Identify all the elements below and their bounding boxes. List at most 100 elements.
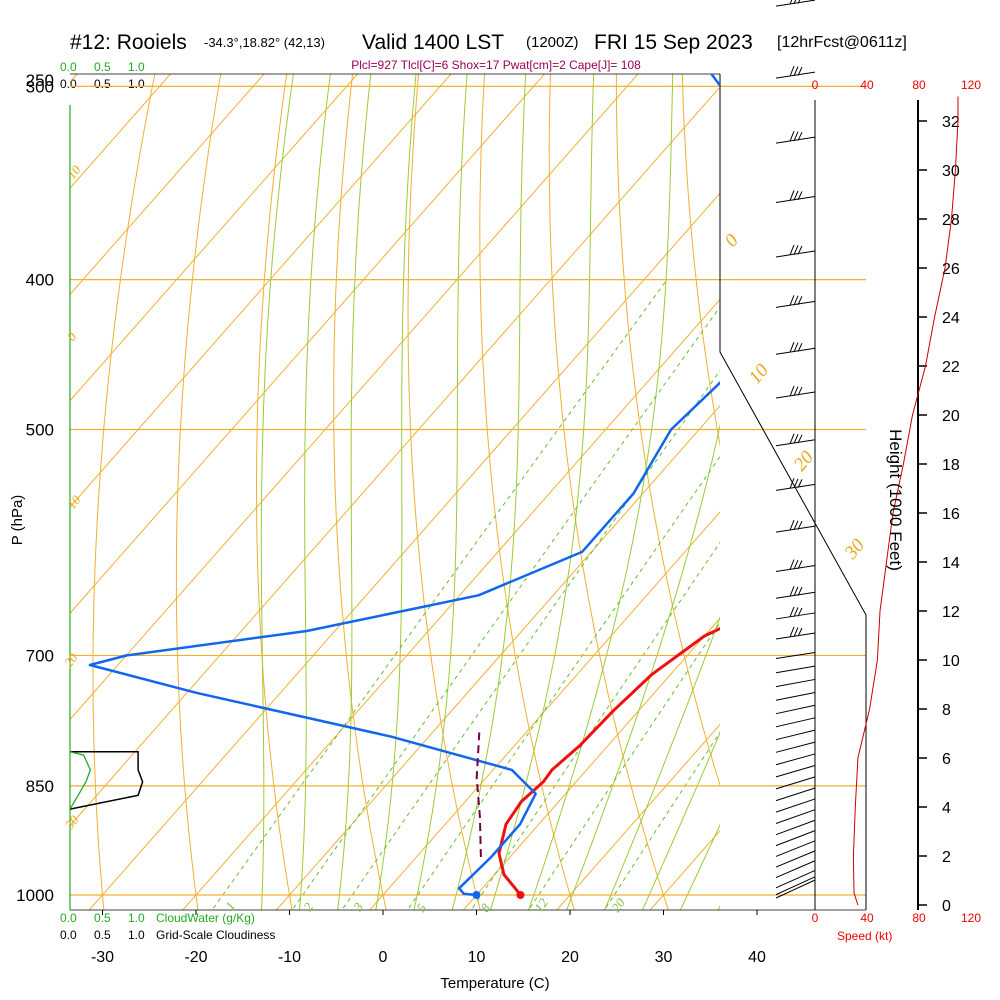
wind-barb-feather (789, 385, 795, 397)
height-tick-20: 20 (942, 408, 960, 425)
plot-border-right (719, 74, 867, 910)
wind-barb (775, 869, 816, 889)
moist-adiabat-line (489, 74, 595, 910)
speed-tick-bottom-2: 80 (912, 911, 926, 925)
dry-adiabat-line (548, 74, 669, 910)
wind-barb (775, 439, 816, 447)
cloudiness-profile (69, 751, 144, 810)
height-tick-30: 30 (942, 163, 960, 180)
wind-barb (775, 819, 816, 836)
x-tick-40: 40 (748, 949, 766, 966)
wind-barb-feather (789, 626, 795, 638)
dry-adiabat-line (681, 74, 720, 448)
station-coords: -34.3°,18.82° (42,13) (204, 35, 325, 50)
isotherm-label-2: 20 (790, 447, 819, 475)
wind-barb-feather (793, 586, 799, 597)
wind-barb (775, 798, 816, 813)
wind-barb-feather (789, 606, 795, 618)
wind-barb (775, 787, 816, 802)
wind-barb-feather (797, 520, 803, 530)
wind-barb (775, 612, 816, 620)
x-tick--10: -10 (278, 949, 301, 966)
pressure-tick-1000: 1000 (16, 886, 54, 905)
moist-adiabat-line (413, 74, 468, 910)
dry-adiabat-line (92, 74, 156, 910)
dewpoint-line (88, 74, 720, 897)
isotherm-line (744, 74, 1000, 910)
speed-tick-top-1: 40 (860, 78, 874, 92)
cl-bottom-1: 0.5 (94, 928, 111, 942)
x-tick-0: 0 (379, 949, 388, 966)
cw-bottom-1: 0.5 (94, 911, 111, 925)
height-tick-2: 2 (942, 849, 951, 866)
wind-barb-feather (797, 587, 803, 596)
speed-profile-line (852, 96, 959, 906)
isotherm-line (70, 74, 545, 614)
wind-barb-feather (797, 560, 803, 570)
moist-adiabat-line (566, 423, 720, 910)
wind-barb (775, 840, 816, 857)
mixing-ratio-line (341, 369, 720, 910)
wind-barb (775, 741, 816, 753)
mixing-ratio-line (470, 541, 720, 910)
moist-adiabat-line (451, 74, 527, 910)
wind-barb (775, 765, 816, 778)
moist-adiabat-line (604, 616, 720, 910)
wind-barb (775, 876, 816, 896)
isotherm-label-1: 10 (745, 360, 774, 388)
dry-adiabat-line (256, 74, 293, 910)
height-tick-12: 12 (942, 604, 960, 621)
isotherm-line (70, 74, 358, 402)
forecast-date: FRI 15 Sep 2023 (594, 31, 753, 54)
wind-barb-feather (793, 478, 799, 489)
wind-barb-feather (793, 295, 799, 306)
wind-barb (775, 651, 816, 659)
wind-barb-feather (797, 343, 803, 352)
wind-barb-feather (797, 296, 803, 305)
wind-barb (775, 195, 816, 203)
mixing-ratio-label-1: 2 (300, 899, 316, 913)
isotherm-line (182, 298, 720, 910)
speed-tick-top-2: 80 (912, 78, 926, 92)
wind-barb-feather (793, 190, 799, 201)
moist-adiabat-line (375, 74, 417, 910)
isotherm-label-3: 30 (840, 535, 869, 564)
moist-adiabat-line (299, 74, 331, 910)
height-tick-8: 8 (942, 702, 951, 719)
wind-barb (775, 678, 816, 688)
isotherm-label-0: 0 (721, 230, 744, 251)
pressure-tick-400: 400 (26, 271, 54, 290)
top-cloudwater-scale: 0.0 0.5 1.0 (60, 60, 145, 74)
forecast-run: [12hrFcst@0611z] (777, 34, 907, 51)
cl-bottom-0: 0.0 (60, 928, 77, 942)
surface-markers (472, 891, 525, 899)
cloudwater-profile (69, 751, 92, 810)
cw-scale-2: 1.0 (128, 60, 145, 74)
wind-barb (775, 591, 816, 599)
wind-barb (775, 879, 816, 899)
wind-barb-feather (793, 342, 799, 353)
wind-barb (775, 753, 816, 766)
cl-scale-0: 0.0 (60, 77, 77, 91)
x-tick-30: 30 (655, 949, 673, 966)
wind-barb-feather (793, 434, 799, 444)
pressure-tick-700: 700 (26, 646, 54, 665)
wind-barb (775, 632, 816, 640)
wind-barb-feather (793, 559, 799, 570)
height-tick-18: 18 (942, 457, 960, 474)
wind-barb-feather (797, 245, 803, 255)
wind-barb-feather (797, 434, 803, 444)
dry-adiabat-line (175, 74, 222, 910)
cl-scale-1: 0.5 (94, 77, 111, 91)
bottom-cloudwater-legend: 0.0 0.5 1.0 CloudWater (g/Kg) (60, 911, 255, 925)
utc-time: (1200Z) (526, 34, 579, 51)
isotherm-line (70, 86, 720, 827)
wind-barb-feather (789, 586, 795, 597)
wind-barb (775, 809, 816, 824)
station-title: #12: Rooiels (70, 31, 187, 54)
wind-barb-feather (793, 66, 799, 77)
cl-scale-2: 1.0 (128, 77, 145, 91)
height-tick-16: 16 (942, 506, 960, 523)
